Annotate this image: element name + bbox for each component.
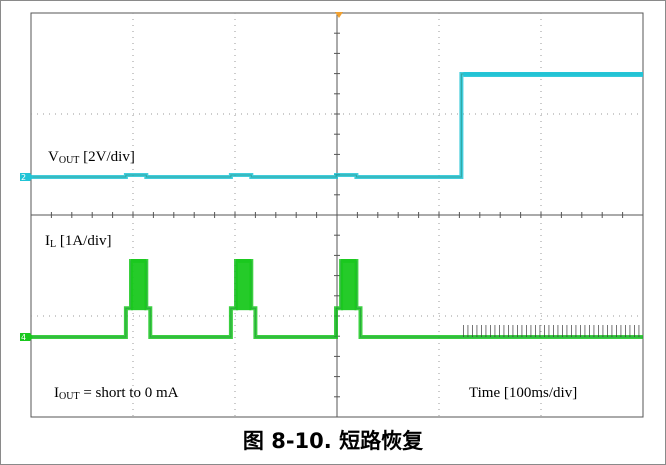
trace-vout: [31, 72, 643, 179]
channel-2-marker: 2: [20, 173, 33, 182]
il-pulse-burst: [130, 259, 147, 311]
timebase-annotation: Time [100ms/div]: [469, 385, 577, 401]
figure-caption: 图 8-10. 短路恢复: [242, 429, 424, 453]
vout-high-band: [463, 72, 643, 77]
il-annotation: IL [1A/div]: [45, 233, 112, 250]
il-pulse-burst: [341, 259, 357, 311]
il-pulse-burst: [236, 259, 252, 311]
channel-4-label: 4: [21, 333, 26, 342]
oscilloscope-capture: 2 4 VOUT [2V/div] IL [1A/div] IOUT = sho…: [20, 12, 644, 418]
trace-vout-core: [31, 73, 643, 178]
iout-annotation: IOUT = short to 0 mA: [54, 385, 179, 402]
trigger-marker: [335, 12, 343, 18]
vout-annotation: VOUT [2V/div]: [48, 149, 135, 166]
traces: [31, 72, 643, 339]
channel-2-label: 2: [21, 173, 26, 182]
center-axes: [30, 12, 644, 418]
channel-4-marker: 4: [20, 333, 33, 342]
